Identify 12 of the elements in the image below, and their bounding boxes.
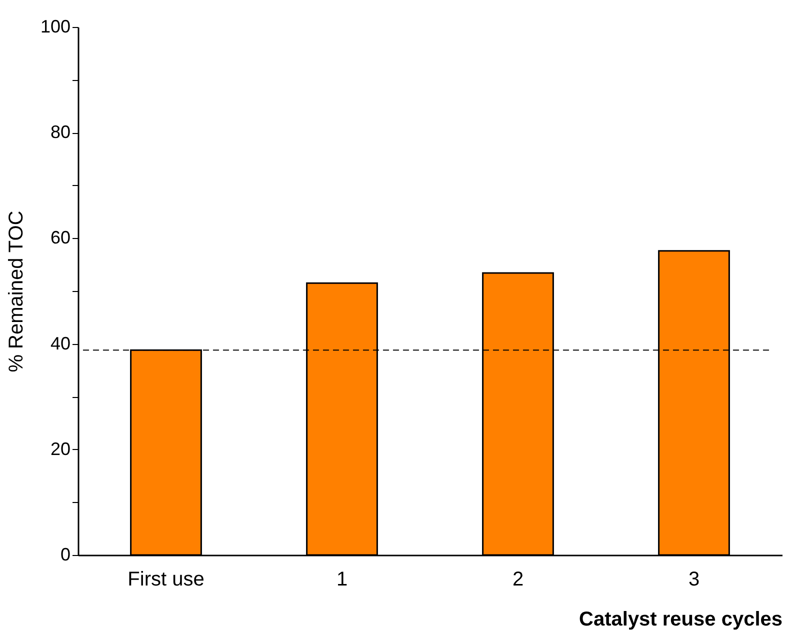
y-tick-label: 20 <box>50 438 70 459</box>
x-axis-title: Catalyst reuse cycles <box>579 608 782 630</box>
x-tick-label: 2 <box>512 568 524 590</box>
x-tick-label: 3 <box>688 568 700 590</box>
y-tick-label: 100 <box>40 16 70 36</box>
y-tick-label: 60 <box>50 228 70 248</box>
y-tick-label: 0 <box>60 544 70 564</box>
x-tick-label: 1 <box>336 568 348 590</box>
y-axis-title: % Remained TOC <box>5 210 28 372</box>
x-tick-label: First use <box>128 568 204 590</box>
y-tick-label: 40 <box>50 333 70 354</box>
y-tick-label: 80 <box>50 122 70 142</box>
